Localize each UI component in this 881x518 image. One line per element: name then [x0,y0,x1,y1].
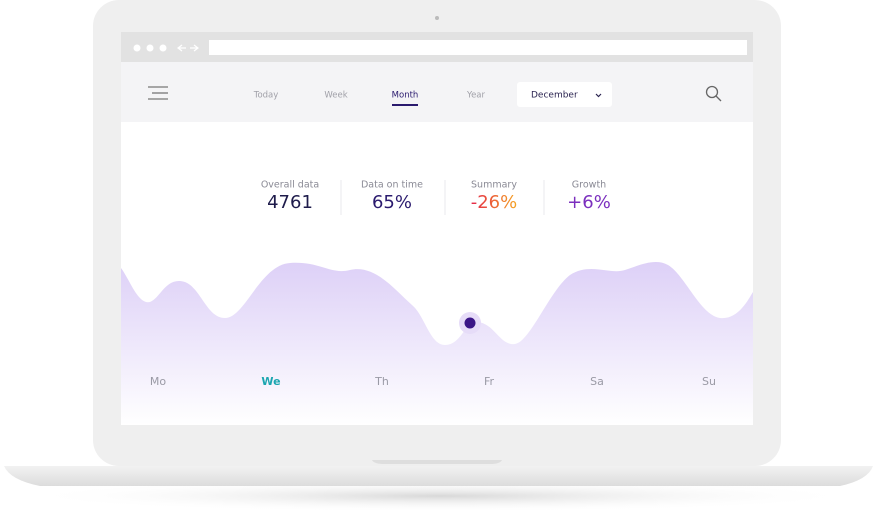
back-arrow[interactable] [177,44,186,52]
menu-button[interactable] [148,86,168,100]
tab-underline [392,104,418,106]
shadow [20,480,860,512]
nav-tab[interactable]: Week [324,91,347,101]
day-label[interactable]: We [261,375,280,388]
nav-tab[interactable]: Today [253,91,279,101]
day-label[interactable]: Th [374,375,389,388]
nav-tab[interactable]: Month [392,91,419,101]
stat-value: 4761 [267,192,313,213]
selected-point[interactable] [464,317,476,329]
nav-bar [121,62,753,122]
day-label[interactable]: Sa [590,375,604,388]
address-bar[interactable] [209,40,747,55]
wave-area [121,262,753,425]
camera [435,16,439,20]
stat-value: +6% [567,192,611,213]
stat-label: Overall data [261,180,319,191]
nav-tab[interactable]: Year [466,91,486,101]
day-label[interactable]: Su [702,375,716,388]
stat-value: -26% [471,192,518,213]
notch [372,460,502,464]
forward-arrow[interactable] [190,44,199,52]
laptop-base [4,466,873,486]
stat-value: 65% [372,192,412,213]
stat-label: Summary [471,180,517,191]
window-dot [146,44,154,52]
search-button[interactable] [705,85,722,102]
window-dot [133,44,141,52]
dropdown-caret [595,93,602,98]
day-label[interactable]: Mo [150,375,166,388]
window-dot [159,44,167,52]
stat-label: Data on time [361,180,423,191]
stat-label: Growth [572,180,606,191]
dropdown-label: December [531,91,578,101]
day-label[interactable]: Fr [484,375,495,388]
month-dropdown[interactable] [517,82,612,107]
